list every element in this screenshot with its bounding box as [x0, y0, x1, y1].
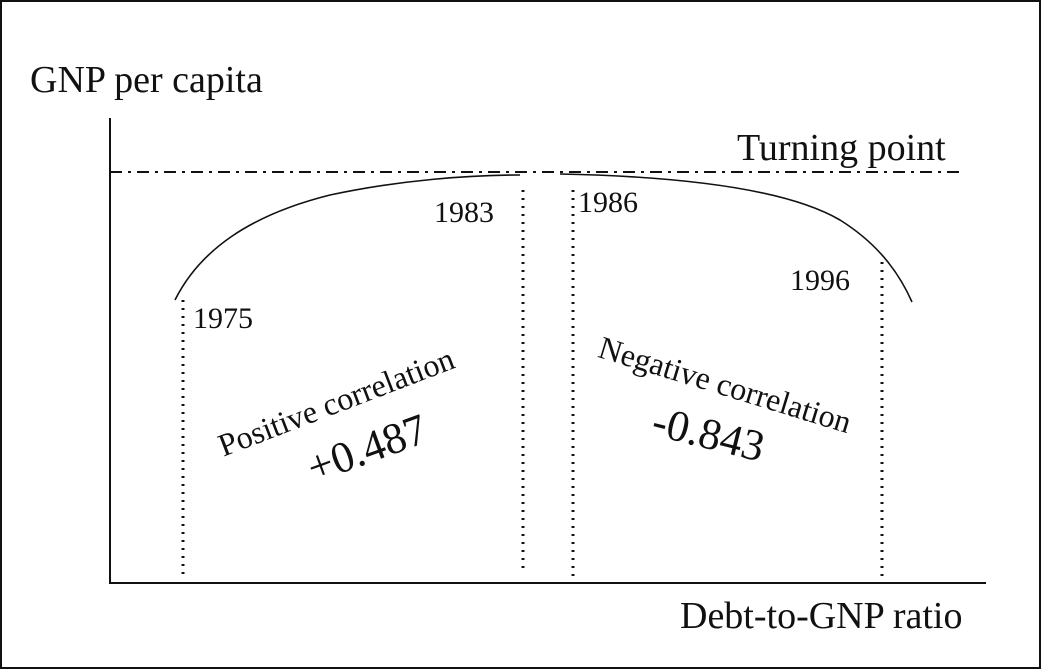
- curve-right: [559, 173, 913, 303]
- year-label: 1975: [193, 302, 253, 335]
- curve-left: [174, 174, 521, 301]
- y-axis-label: GNP per capita: [30, 59, 263, 101]
- x-axis-label: Debt-to-GNP ratio: [680, 595, 962, 637]
- turning-label: Turning point: [737, 127, 946, 169]
- year-label: 1996: [790, 264, 850, 297]
- guides: [181, 190, 884, 576]
- year-label: 1983: [434, 196, 494, 229]
- year-label: 1986: [578, 186, 638, 219]
